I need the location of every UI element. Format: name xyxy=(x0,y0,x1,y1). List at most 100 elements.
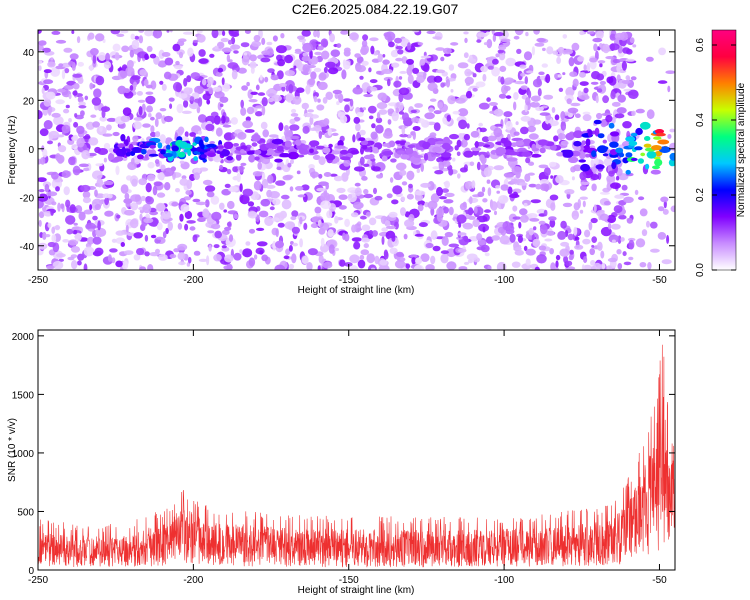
noise-blob xyxy=(181,175,187,180)
noise-blob xyxy=(184,131,189,138)
noise-blob xyxy=(611,239,616,243)
noise-blob xyxy=(259,250,264,255)
noise-blob xyxy=(77,96,84,103)
noise-blob xyxy=(472,219,480,228)
noise-blob xyxy=(105,52,110,62)
noise-blob xyxy=(617,94,626,103)
noise-blob xyxy=(266,189,273,198)
noise-blob xyxy=(133,232,143,239)
noise-blob xyxy=(232,166,239,173)
signal-blob xyxy=(120,134,126,142)
noise-blob xyxy=(180,136,189,143)
noise-blob xyxy=(625,58,635,62)
noise-blob xyxy=(571,176,575,181)
signal-blob xyxy=(443,136,450,145)
noise-blob xyxy=(520,214,529,223)
noise-blob xyxy=(284,131,293,141)
noise-blob xyxy=(265,184,276,189)
noise-blob xyxy=(158,253,168,261)
noise-blob xyxy=(611,101,621,107)
signal-blob xyxy=(456,139,462,148)
noise-blob xyxy=(434,170,444,175)
signal-blob xyxy=(223,141,234,150)
noise-blob xyxy=(399,133,409,138)
noise-blob xyxy=(301,184,310,191)
noise-blob xyxy=(584,153,591,158)
noise-blob xyxy=(193,250,201,256)
noise-blob xyxy=(544,238,553,242)
noise-blob xyxy=(524,103,528,113)
signal-blob xyxy=(381,155,388,162)
noise-blob xyxy=(145,182,152,193)
noise-blob xyxy=(145,95,156,105)
noise-blob xyxy=(149,53,157,59)
signal-blob xyxy=(602,153,609,157)
noise-blob xyxy=(68,61,74,66)
noise-blob xyxy=(38,65,42,71)
noise-blob xyxy=(569,249,574,255)
noise-blob xyxy=(351,224,357,233)
noise-blob xyxy=(368,230,373,235)
noise-blob xyxy=(283,255,290,260)
noise-blob xyxy=(164,182,171,191)
noise-blob xyxy=(605,56,615,60)
signal-blob xyxy=(625,152,633,158)
noise-blob xyxy=(134,35,140,40)
noise-blob xyxy=(590,159,595,168)
spectrogram-frame xyxy=(37,29,676,271)
noise-blob xyxy=(398,111,404,115)
noise-blob xyxy=(527,172,535,176)
spectrogram-x-tick-label: -150 xyxy=(339,275,359,286)
noise-blob xyxy=(133,81,137,88)
noise-blob xyxy=(76,36,81,44)
noise-blob xyxy=(244,129,255,133)
noise-blob xyxy=(278,122,284,132)
noise-blob xyxy=(494,123,503,127)
noise-blob xyxy=(596,73,605,81)
noise-blob xyxy=(479,127,487,133)
noise-blob xyxy=(505,57,516,67)
noise-blob xyxy=(538,71,545,76)
signal-blob xyxy=(284,140,292,148)
noise-blob xyxy=(520,126,529,135)
noise-blob xyxy=(73,82,80,90)
noise-blob xyxy=(541,63,548,68)
noise-blob xyxy=(42,148,48,158)
noise-blob xyxy=(221,188,231,196)
noise-blob xyxy=(237,132,247,140)
signal-blob xyxy=(637,158,645,164)
signal-blob xyxy=(325,153,336,161)
signal-blob xyxy=(508,151,520,156)
noise-blob xyxy=(239,249,243,254)
signal-blob xyxy=(539,147,546,154)
signal-blob xyxy=(441,142,451,150)
noise-blob xyxy=(518,182,528,186)
noise-blob xyxy=(402,112,409,121)
noise-blob xyxy=(260,198,271,207)
noise-blob xyxy=(121,45,130,53)
noise-blob xyxy=(362,107,366,111)
noise-blob xyxy=(667,85,671,93)
noise-blob xyxy=(210,223,221,230)
signal-blob xyxy=(254,149,262,155)
signal-blob xyxy=(652,165,660,170)
noise-blob xyxy=(223,265,233,270)
noise-blob xyxy=(316,30,320,39)
signal-blob xyxy=(254,156,260,161)
signal-blob xyxy=(251,142,258,147)
noise-blob xyxy=(536,37,546,43)
noise-blob xyxy=(165,227,169,235)
noise-blob xyxy=(631,110,636,117)
noise-blob xyxy=(375,117,383,124)
noise-blob xyxy=(336,101,340,106)
noise-blob xyxy=(242,188,254,197)
signal-blob xyxy=(625,136,636,142)
noise-blob xyxy=(613,205,623,214)
noise-blob xyxy=(217,67,224,73)
noise-blob xyxy=(573,202,580,211)
noise-blob xyxy=(527,213,538,219)
noise-blob xyxy=(416,168,420,174)
noise-blob xyxy=(647,262,652,270)
noise-blob xyxy=(233,50,239,54)
noise-blob xyxy=(507,186,513,195)
